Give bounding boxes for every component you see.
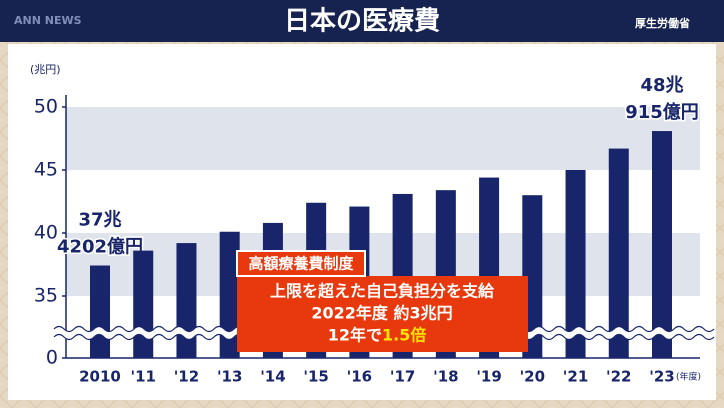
callout-title-box	[236, 250, 366, 277]
data-label: 37兆	[78, 210, 121, 231]
bar	[176, 243, 197, 358]
x-tick-label: '18	[433, 368, 458, 386]
y-tick-label: 40	[34, 222, 58, 244]
bar	[608, 148, 629, 358]
y-unit: (兆円)	[30, 63, 61, 76]
data-label: 4202億円	[57, 236, 143, 258]
y-tick-label: 45	[34, 159, 58, 181]
callout-title: 高額療養費制度	[248, 255, 354, 273]
x-tick-label: '16	[347, 368, 372, 386]
x-tick-label: '19	[476, 368, 501, 386]
bar	[219, 231, 240, 358]
x-tick-label: '12	[174, 368, 199, 386]
data-label: 48兆	[640, 75, 683, 96]
x-tick-label: '15	[303, 368, 328, 386]
callout-line: 12年で	[328, 326, 382, 345]
logo: ANN NEWS	[14, 14, 82, 27]
bar	[90, 265, 110, 358]
data-label: 915億円	[625, 101, 699, 123]
x-unit: (年度)	[676, 371, 701, 383]
callout: 高額療養費制度 上限を超えた自己負担分を支給 2022年度 約3兆円 12年で …	[236, 250, 528, 352]
x-tick-label: '21	[563, 368, 588, 386]
callout-emphasis: 1.5倍	[382, 326, 426, 345]
bar	[565, 170, 586, 358]
x-tick-label: '13	[217, 368, 242, 386]
y-tick-label: 35	[34, 285, 58, 307]
x-tick-label: '20	[520, 368, 545, 386]
x-tick-label: '17	[390, 368, 415, 386]
bar	[652, 131, 672, 358]
y-tick-label: 50	[34, 96, 58, 118]
x-tick-label: 2010	[79, 368, 121, 386]
chart-title: 日本の医療費	[284, 7, 440, 37]
callout-box	[237, 276, 528, 352]
y-tick-label: 0	[46, 347, 58, 369]
grid-band	[66, 107, 700, 170]
x-tick-label: '22	[606, 368, 631, 386]
title-bar	[0, 0, 724, 42]
callout-line: 上限を超えた自己負担分を支給	[270, 282, 495, 301]
callout-line: 2022年度 約3兆円	[311, 304, 452, 323]
source: 厚生労働省	[635, 16, 690, 30]
bar	[133, 250, 154, 358]
x-tick-label: '14	[260, 368, 285, 386]
x-tick-label: '23	[649, 368, 674, 386]
x-tick-label: '11	[130, 368, 155, 386]
